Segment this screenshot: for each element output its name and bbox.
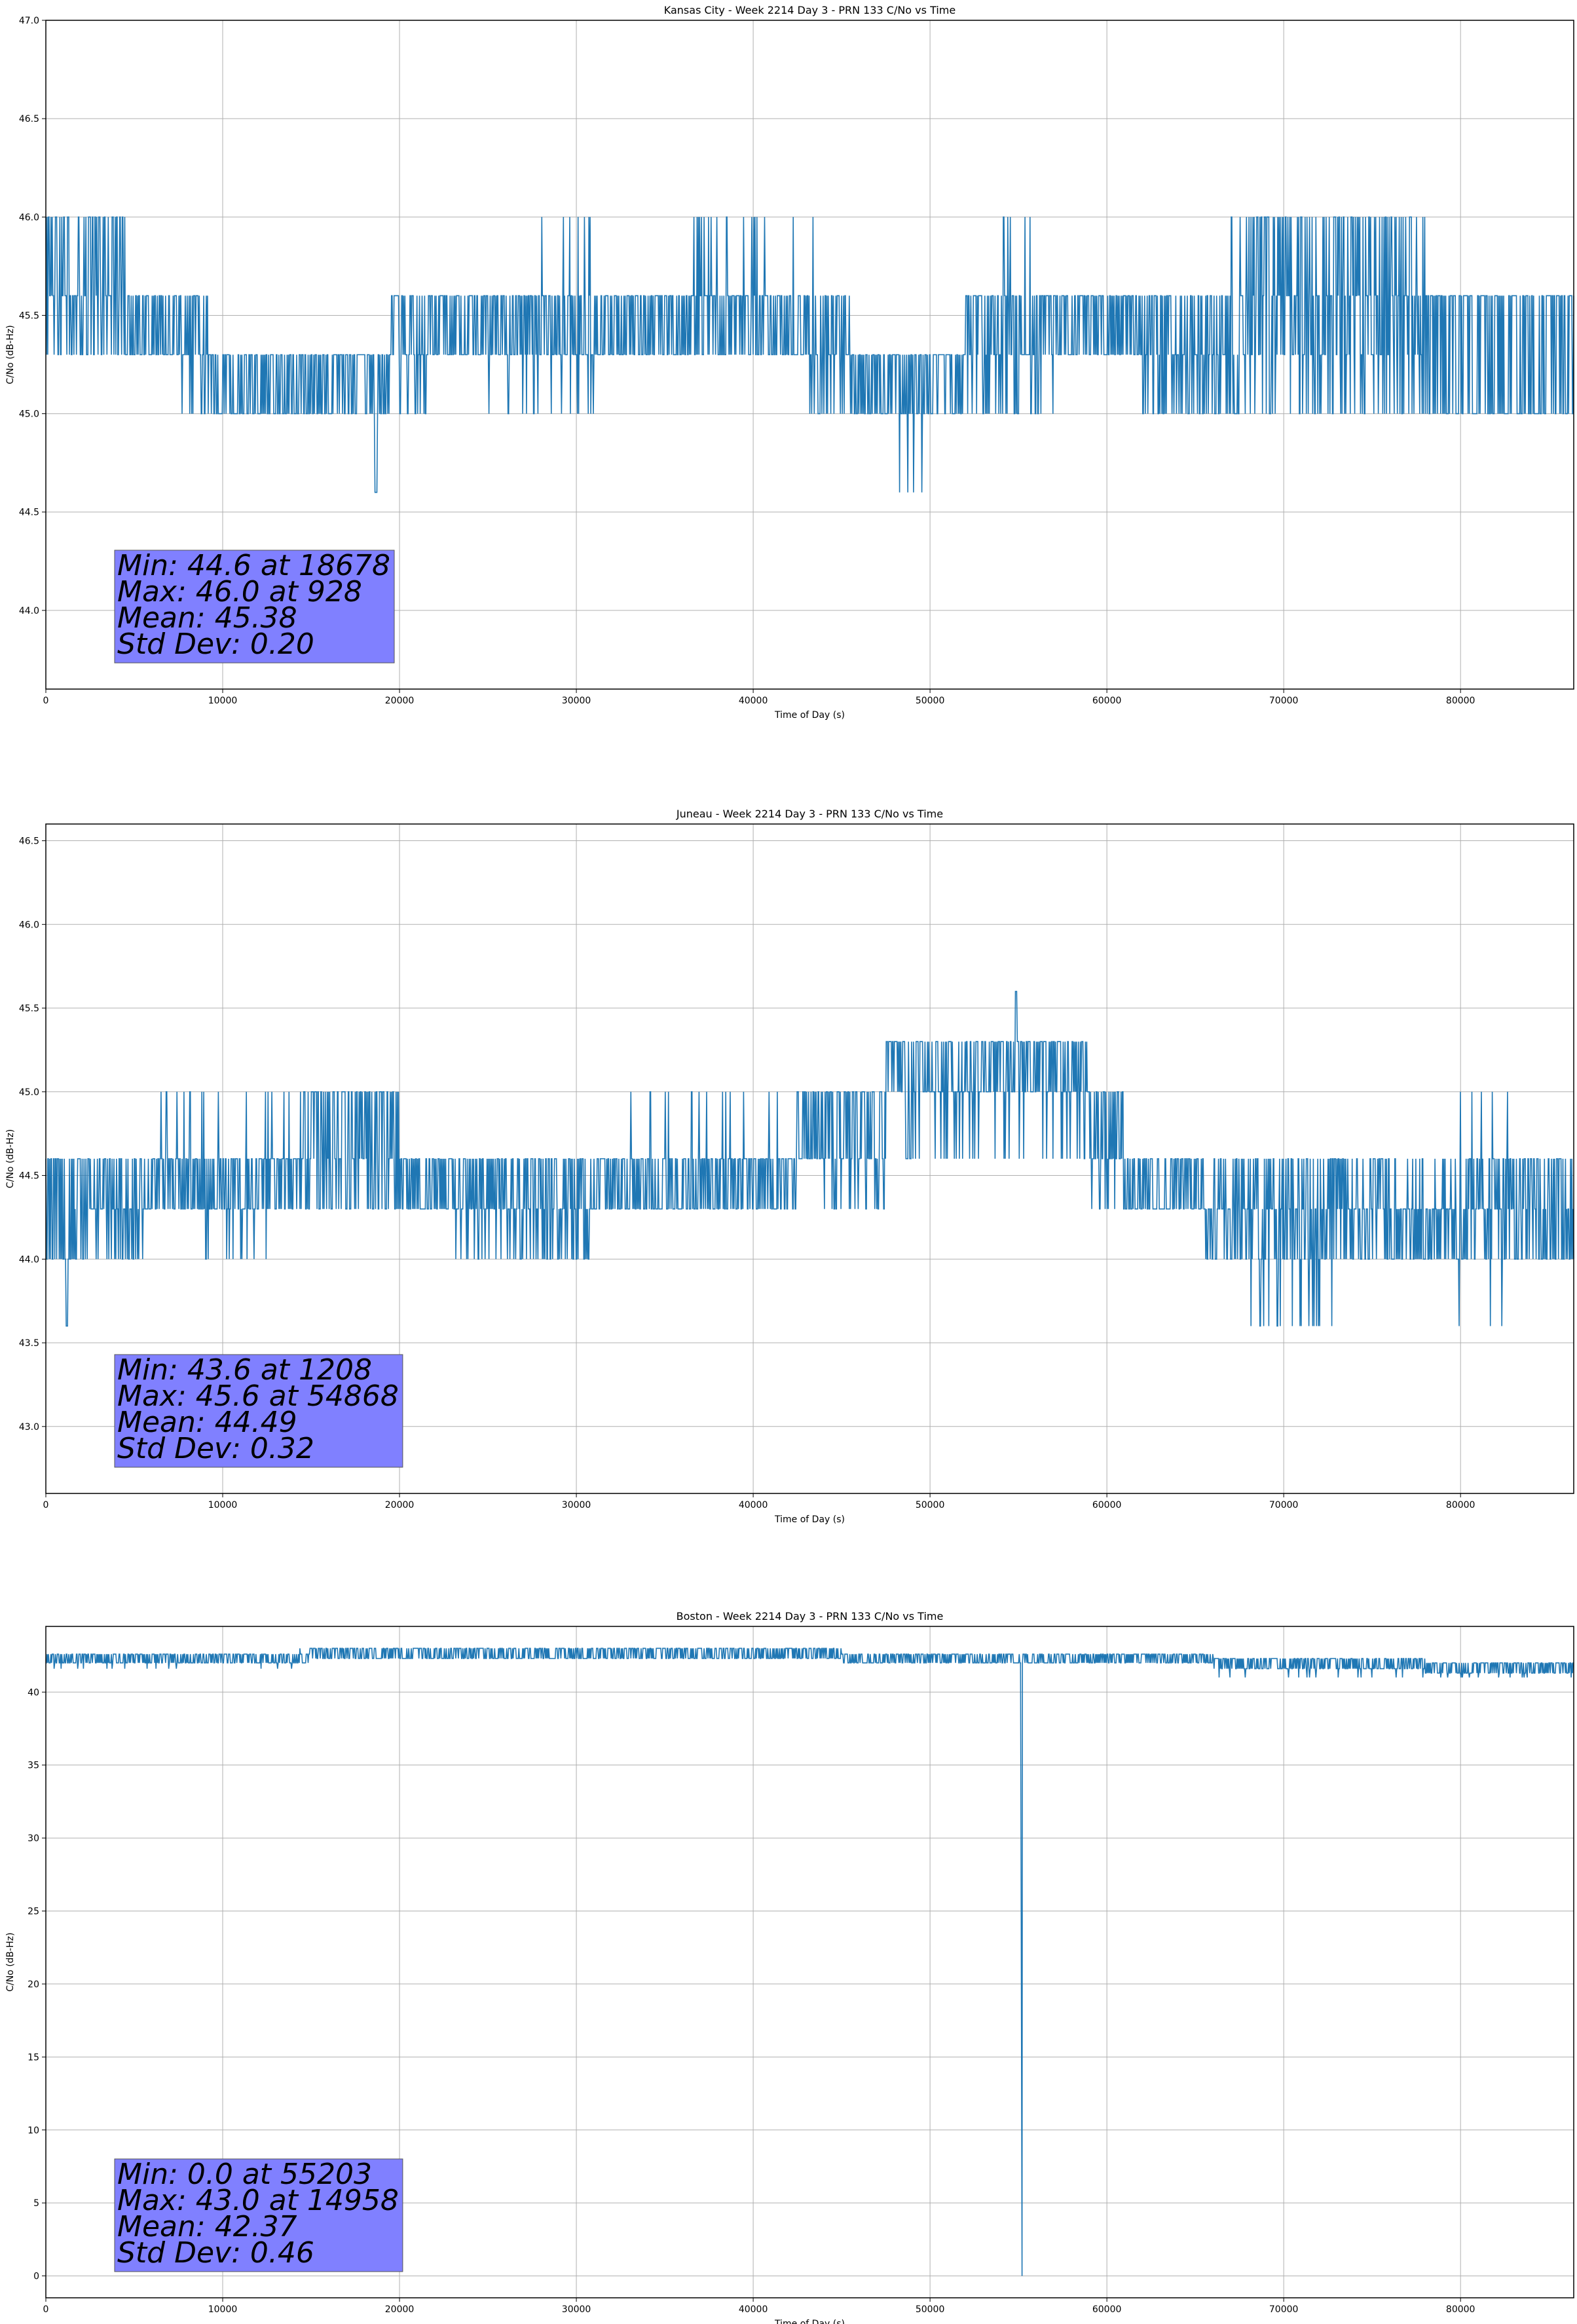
- y-tick-label: 10: [28, 2126, 39, 2136]
- x-tick-label: 50000: [916, 1500, 945, 1510]
- x-tick-label: 50000: [916, 696, 945, 706]
- x-axis-label: Time of Day (s): [774, 1514, 845, 1525]
- x-tick-label: 10000: [208, 1500, 238, 1510]
- x-tick-label: 0: [43, 2304, 49, 2315]
- x-tick-label: 10000: [208, 2304, 238, 2315]
- x-tick-label: 50000: [916, 2304, 945, 2315]
- y-tick-label: 45.0: [19, 1087, 39, 1098]
- y-tick-label: 47.0: [19, 16, 39, 26]
- y-tick-label: 45.0: [19, 409, 39, 420]
- y-tick-label: 20: [28, 1979, 39, 1990]
- x-tick-label: 20000: [385, 696, 415, 706]
- x-tick-label: 30000: [562, 1500, 591, 1510]
- y-tick-label: 44.0: [19, 1254, 39, 1265]
- x-tick-label: 80000: [1446, 696, 1475, 706]
- x-tick-label: 80000: [1446, 2304, 1475, 2315]
- stats-std-dev: Std Dev: 0.32: [117, 1432, 314, 1465]
- y-tick-label: 15: [28, 2052, 39, 2063]
- x-tick-label: 80000: [1446, 1500, 1475, 1510]
- x-tick-label: 70000: [1269, 1500, 1299, 1510]
- x-tick-label: 40000: [739, 696, 768, 706]
- y-axis-label: C/No (dB-Hz): [5, 1129, 16, 1188]
- x-tick-label: 40000: [739, 2304, 768, 2315]
- series-line: [45, 990, 1574, 1327]
- stats-box: [114, 2158, 403, 2272]
- axes-frame: [45, 823, 1574, 1494]
- y-tick-label: 25: [28, 1907, 39, 1917]
- x-tick-label: 20000: [385, 2304, 415, 2315]
- y-tick-label: 44.0: [19, 606, 39, 616]
- stats-mean: Mean: 42.37: [117, 2210, 297, 2243]
- x-tick-label: 10000: [208, 696, 238, 706]
- y-tick-label: 43.5: [19, 1338, 39, 1349]
- y-tick-label: 46.0: [19, 920, 39, 930]
- y-tick-label: 40: [28, 1687, 39, 1698]
- x-tick-label: 0: [43, 1500, 49, 1510]
- stats-max: Max: 43.0 at 14958: [117, 2184, 399, 2217]
- y-tick-label: 44.5: [19, 508, 39, 518]
- y-axis-label: C/No (dB-Hz): [5, 1932, 16, 1991]
- x-tick-label: 60000: [1092, 2304, 1122, 2315]
- axes-frame: [45, 20, 1574, 690]
- chart-panel-kansas-city: 0 10000 20000 30000 40000 50000 60000 70000 8000…: [5, 4, 1574, 721]
- y-tick-label: 43.0: [19, 1422, 39, 1433]
- stats-box: [114, 550, 395, 664]
- stats-min: Min: 0.0 at 55203: [117, 2158, 372, 2191]
- stats-std-dev: Std Dev: 0.46: [117, 2236, 314, 2270]
- y-tick-label: 46.5: [19, 114, 39, 124]
- stats-annotation: Min: 44.6 at 18678 Max: 46.0 at 928 Mean…: [114, 549, 395, 664]
- x-axis-label: Time of Day (s): [774, 2319, 845, 2324]
- stats-mean: Mean: 44.49: [117, 1406, 297, 1439]
- axes-frame: [45, 1626, 1574, 2298]
- x-tick-label: 40000: [739, 1500, 768, 1510]
- x-tick-label: 20000: [385, 1500, 415, 1510]
- series-line: [46, 1647, 1574, 2276]
- x-tick-label: 60000: [1092, 1500, 1122, 1510]
- x-tick-label: 70000: [1269, 2304, 1299, 2315]
- series-line: [45, 216, 1574, 493]
- chart-title: Kansas City - Week 2214 Day 3 - PRN 133 …: [664, 4, 955, 16]
- y-tick-label: 46.0: [19, 212, 39, 223]
- chart-title: Boston - Week 2214 Day 3 - PRN 133 C/No …: [677, 1610, 944, 1622]
- stats-max: Max: 45.6 at 54868: [117, 1379, 399, 1413]
- stats-annotation: Min: 43.6 at 1208 Max: 45.6 at 54868 Mea…: [114, 1353, 403, 1468]
- y-tick-label: 30: [28, 1833, 39, 1844]
- chart-title: Juneau - Week 2214 Day 3 - PRN 133 C/No …: [676, 808, 943, 820]
- y-tick-label: 35: [28, 1761, 39, 1771]
- stats-min: Min: 44.6 at 18678: [117, 549, 390, 582]
- x-tick-label: 60000: [1092, 696, 1122, 706]
- chart-panel-juneau: 0 10000 20000 30000 40000 50000 60000 70000 8000…: [5, 808, 1574, 1525]
- y-tick-label: 45.5: [19, 1003, 39, 1014]
- stats-box: [114, 1354, 403, 1468]
- x-tick-label: 30000: [562, 2304, 591, 2315]
- stats-annotation: Min: 0.0 at 55203 Max: 43.0 at 14958 Mea…: [114, 2158, 403, 2272]
- stats-min: Min: 43.6 at 1208: [117, 1353, 372, 1387]
- chart-panel-boston: 0 10000 20000 30000 40000 50000 60000 70000 8000…: [5, 1610, 1574, 2324]
- y-tick-label: 45.5: [19, 310, 39, 321]
- y-axis-label: C/No (dB-Hz): [5, 325, 16, 384]
- y-tick-label: 46.5: [19, 836, 39, 847]
- x-axis-label: Time of Day (s): [774, 710, 845, 721]
- x-tick-label: 70000: [1269, 696, 1299, 706]
- y-tick-label: 44.5: [19, 1171, 39, 1182]
- x-tick-label: 0: [43, 696, 49, 706]
- y-tick-label: 0: [33, 2272, 39, 2282]
- stats-mean: Mean: 45.38: [117, 601, 297, 635]
- y-tick-label: 5: [33, 2198, 39, 2209]
- x-tick-label: 30000: [562, 696, 591, 706]
- stats-std-dev: Std Dev: 0.20: [117, 628, 314, 661]
- stats-max: Max: 46.0 at 928: [117, 575, 362, 609]
